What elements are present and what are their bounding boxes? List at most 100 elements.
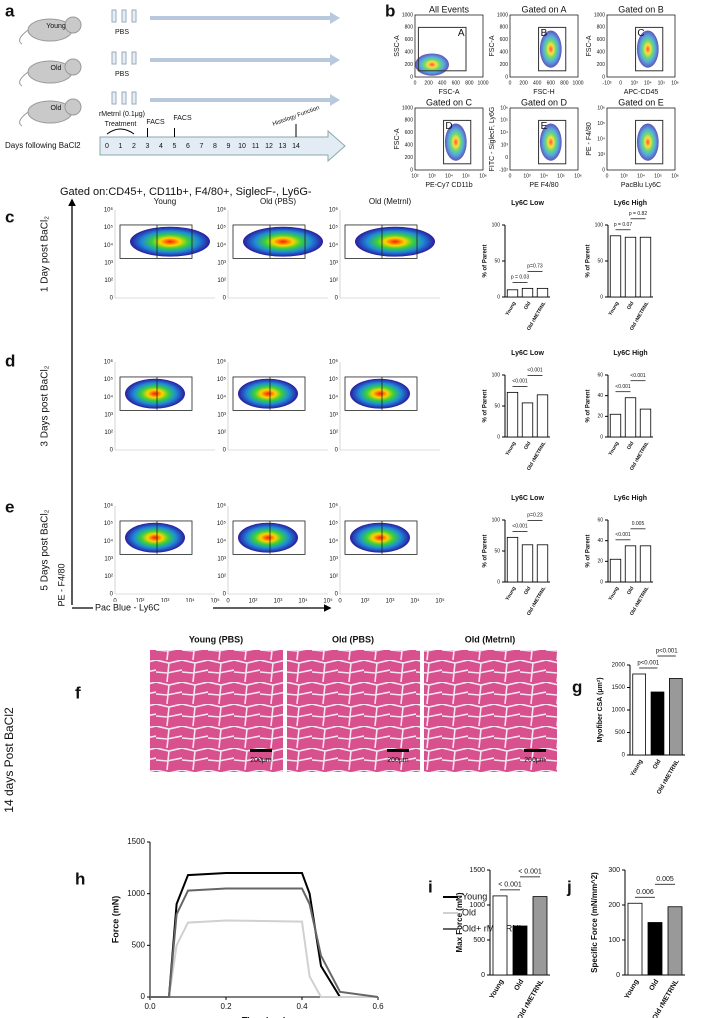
x-tick-label: 0 <box>619 80 622 86</box>
y-tick-label: 10³ <box>104 412 113 418</box>
bar <box>506 391 519 438</box>
y-tick-label: 600 <box>597 37 606 43</box>
day-label: 1 <box>119 143 123 150</box>
y-tick-label: 10⁶ <box>597 105 605 111</box>
panel-label: j <box>566 877 572 896</box>
y-tick-label: 2000 <box>612 663 626 669</box>
events <box>636 123 659 161</box>
y-tick-label: 1500 <box>127 837 145 846</box>
chart-title: Ly6C Low <box>511 200 544 207</box>
density <box>350 378 410 409</box>
x-tick-label: 200 <box>519 80 528 86</box>
density <box>125 378 185 409</box>
x-tick-label: 0 <box>226 599 230 605</box>
day-label: 13 <box>279 143 287 150</box>
y-axis-label: % of Parent <box>586 534 592 567</box>
y-tick-label: 10⁴ <box>104 242 114 249</box>
y-tick-label: 10⁴ <box>329 538 339 545</box>
x-tick-label: 10⁴ <box>410 598 420 605</box>
y-tick-label: 0 <box>505 155 508 161</box>
arrow-head <box>330 94 340 106</box>
x-tick-label: 0 <box>338 599 342 605</box>
group-label: Young <box>46 23 66 30</box>
y-tick-label: 200 <box>500 62 509 68</box>
y-tick-label: 1500 <box>469 867 485 874</box>
y-tick-label: 10² <box>329 430 338 436</box>
y-tick-label: 10⁵ <box>597 121 605 127</box>
bar <box>624 397 637 438</box>
y-tick-label: 200 <box>405 62 414 68</box>
group-label: Old <box>51 105 62 112</box>
scale-bar <box>524 749 546 752</box>
y-axis-label: FSC-A <box>394 128 401 149</box>
gate <box>344 376 418 411</box>
density <box>130 226 210 257</box>
y-tick-label: 20 <box>597 559 603 565</box>
y-tick-label: 10³ <box>217 412 226 418</box>
p-value: <0.001 <box>615 532 631 538</box>
category-label: Old <box>523 586 532 596</box>
scale-label: 200μm <box>524 757 546 764</box>
column-title: Young <box>154 197 176 206</box>
x-tick-label: 10⁵ <box>557 173 565 179</box>
x-tick-label: 0 <box>509 80 512 86</box>
y-tick-label: 1000 <box>594 12 605 18</box>
panel-label: b <box>385 1 395 20</box>
gate <box>344 224 418 259</box>
x-tick-label: 10³ <box>620 173 628 179</box>
category-label: Young <box>630 759 644 778</box>
y-tick-label: 10⁶ <box>217 207 227 214</box>
syringe <box>111 91 117 105</box>
y-tick-label: 10² <box>104 430 113 436</box>
y-axis-label: PE - F4/80 <box>586 122 593 156</box>
y-tick-label: 10³ <box>217 260 226 266</box>
row-label: 3 Days post BaCl₂ <box>40 365 51 446</box>
y-axis-label: % of Parent <box>483 534 489 567</box>
y-tick-label: 200 <box>597 62 606 68</box>
category-label: Young <box>505 301 518 317</box>
y-tick-label: 300 <box>608 867 620 874</box>
y-tick-label: 10⁵ <box>329 376 339 383</box>
gate <box>119 520 193 555</box>
y-tick-label: 50 <box>494 258 500 264</box>
y-tick-label: 800 <box>500 25 509 31</box>
category-label: Old <box>652 758 662 770</box>
gate-label: B <box>541 28 548 39</box>
image-title: Young (PBS) <box>189 634 243 644</box>
histology-image <box>424 650 557 772</box>
x-tick-label: 10² <box>361 599 370 605</box>
y-axis-label: Force (mN) <box>110 896 120 944</box>
y-tick-label: 10⁵ <box>217 376 227 383</box>
treatment: PBS <box>115 71 129 78</box>
y-tick-label: 400 <box>597 50 606 56</box>
y-tick-label: 10⁴ <box>217 242 227 249</box>
y-tick-label: 10³ <box>329 556 338 562</box>
plot-title: All Events <box>429 4 470 14</box>
x-tick-label: 400 <box>438 80 447 86</box>
y-axis-label: % of Parent <box>483 389 489 422</box>
p-value: <0.001 <box>527 368 543 374</box>
mouse-tail <box>19 71 29 87</box>
y-tick-label: 1500 <box>612 685 626 691</box>
syringe <box>121 9 127 23</box>
y-tick-label: 0 <box>223 448 227 454</box>
column-title: Old (PBS) <box>260 197 296 206</box>
y-axis-label: PE - F4/80 <box>56 563 66 606</box>
day-label: 8 <box>213 143 217 150</box>
y-tick-label: 10⁶ <box>104 207 114 214</box>
y-tick-label: 10⁶ <box>104 359 114 366</box>
x-tick-label: 10² <box>411 173 419 179</box>
x-tick-label: -10³ <box>603 80 612 86</box>
x-tick-label: 10⁶ <box>671 173 679 179</box>
y-tick-label: 0 <box>110 448 114 454</box>
mouse-head <box>64 58 82 76</box>
y-tick-label: 0 <box>410 167 413 173</box>
x-tick-label: 0 <box>113 599 117 605</box>
scale-bar <box>387 749 409 752</box>
y-tick-label: 0 <box>600 434 603 440</box>
x-tick-label: 10⁶ <box>574 173 582 179</box>
y-tick-label: 10⁴ <box>217 394 227 401</box>
y-tick-label: 100 <box>492 372 501 378</box>
y-tick-label: 0 <box>141 992 146 1001</box>
